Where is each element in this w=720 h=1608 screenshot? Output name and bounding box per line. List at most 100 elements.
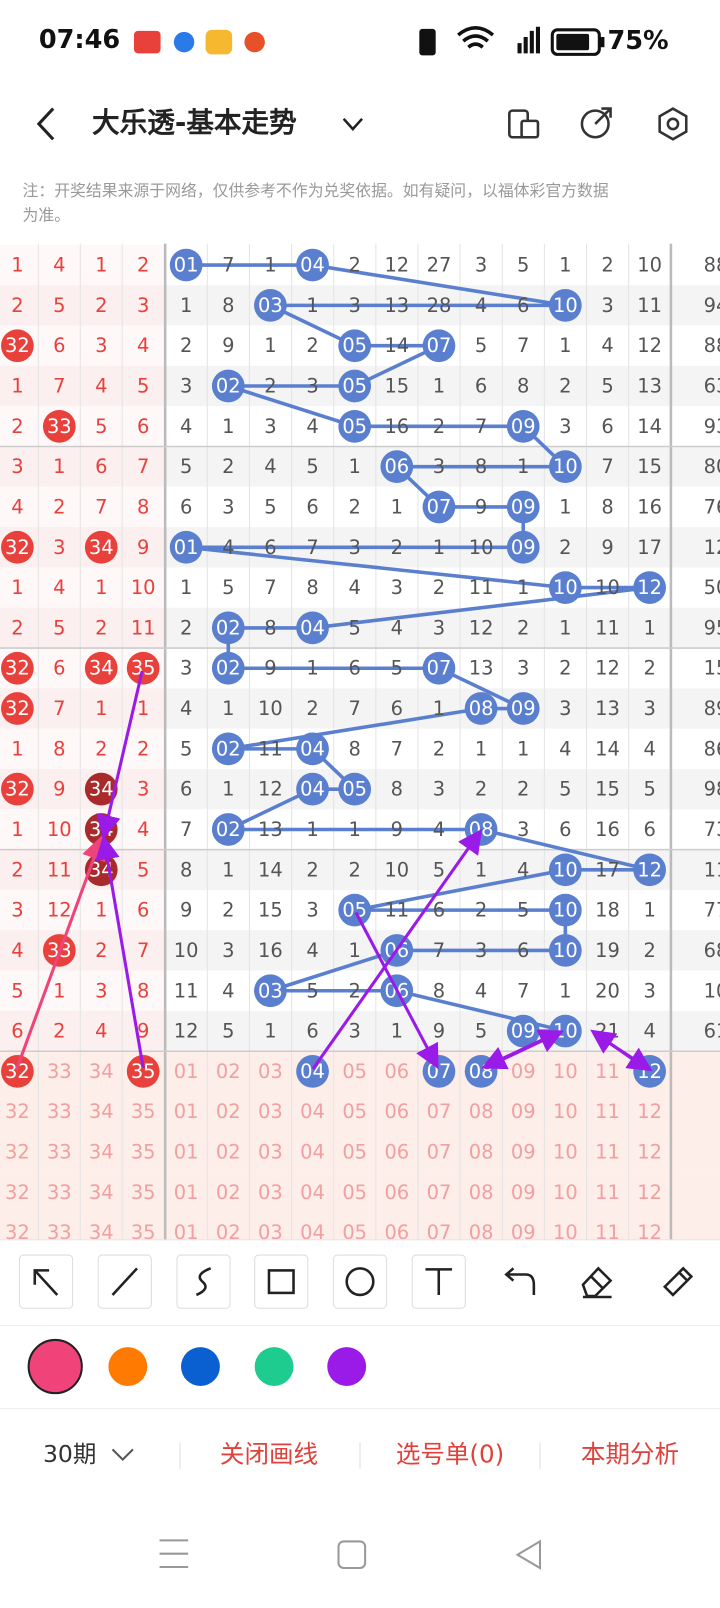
cell-number: 3 xyxy=(643,979,655,1002)
ball-number: 09 xyxy=(511,1020,536,1043)
eraser-tool[interactable] xyxy=(581,1266,613,1299)
ball xyxy=(506,1014,540,1048)
text-tool[interactable] xyxy=(411,1254,466,1309)
ball xyxy=(211,651,245,685)
circle-tool[interactable] xyxy=(332,1254,388,1309)
share-button[interactable] xyxy=(580,109,610,139)
cell-number: 34 xyxy=(89,1100,114,1123)
ball xyxy=(1,530,34,564)
undo-tool[interactable] xyxy=(504,1267,536,1295)
cell-number: 04 xyxy=(300,1141,325,1164)
cell-number: 3 xyxy=(349,536,361,559)
sum-cell: 11 xyxy=(704,858,720,881)
cell-number: 1 xyxy=(559,334,571,357)
app-icon xyxy=(173,31,195,53)
cell-number: 10 xyxy=(174,939,199,962)
close-drawing[interactable]: 关闭画线 xyxy=(220,1440,318,1469)
nav-home[interactable] xyxy=(337,1540,367,1570)
front-zone-bg xyxy=(0,607,165,649)
cell-number: 1 xyxy=(306,657,318,680)
nav-menu[interactable] xyxy=(159,1539,189,1569)
sum-cell: 12 xyxy=(704,536,720,559)
cell-number: 11 xyxy=(469,576,494,599)
nav-back[interactable] xyxy=(515,1539,542,1570)
wifi-icon xyxy=(457,26,495,49)
cell-number: 34 xyxy=(89,1060,114,1083)
cell-number: 2 xyxy=(264,375,276,398)
cell-number: 1 xyxy=(517,576,529,599)
cell-number: 9 xyxy=(391,818,403,841)
ball-number: 10 xyxy=(553,858,578,881)
cell-number: 3 xyxy=(306,375,318,398)
cell-number: 34 xyxy=(89,1181,114,1204)
period-analysis[interactable]: 本期分析 xyxy=(581,1440,679,1469)
ball-number: 32 xyxy=(5,697,30,720)
cell-number: 10 xyxy=(469,536,494,559)
cell-number: 33 xyxy=(47,1060,72,1083)
cell-number: 11 xyxy=(595,1181,620,1204)
cell-number: 6 xyxy=(349,657,361,680)
ball xyxy=(84,651,118,685)
hand-drawings xyxy=(14,670,653,1072)
curve-tool[interactable] xyxy=(176,1254,231,1309)
color-swatch[interactable] xyxy=(108,1347,148,1386)
cell-number: 6 xyxy=(180,778,192,801)
line-tool[interactable] xyxy=(97,1254,152,1309)
cell-number: 1 xyxy=(222,415,234,438)
cell-number: 7 xyxy=(601,455,613,478)
pick-list[interactable]: 选号单(0) xyxy=(396,1440,504,1469)
cell-number: 05 xyxy=(342,1221,367,1244)
clear-tool[interactable] xyxy=(662,1266,694,1297)
cell-number: 6 xyxy=(264,536,276,559)
cell-number: 15 xyxy=(595,778,620,801)
cell-number: 6 xyxy=(517,294,529,317)
cell-number: 3 xyxy=(433,778,445,801)
cell-number: 03 xyxy=(258,1141,283,1164)
ball-number: 01 xyxy=(174,536,199,559)
cell-number: 07 xyxy=(427,1141,452,1164)
ball xyxy=(633,853,666,887)
cell-number: 1 xyxy=(53,979,65,1002)
ball xyxy=(506,490,540,524)
cell-number: 10 xyxy=(553,1181,578,1204)
cell-number: 3 xyxy=(391,576,403,599)
cell-number: 1 xyxy=(559,254,571,277)
cell-number: 4 xyxy=(137,334,149,357)
sum-cell: 95 xyxy=(704,616,720,639)
cell-number: 1 xyxy=(222,697,234,720)
ball-number: 07 xyxy=(427,334,452,357)
settings-button[interactable] xyxy=(658,107,688,141)
cell-number: 6 xyxy=(517,939,529,962)
cell-number: 11 xyxy=(384,899,409,922)
trend-table: 1412017104212273512108825231803131328461… xyxy=(0,243,720,1244)
cell-number: 6 xyxy=(559,818,571,841)
ball xyxy=(1,772,34,806)
front-zone-bg xyxy=(0,285,165,326)
cell-number: 3 xyxy=(306,899,318,922)
cell-number: 4 xyxy=(222,536,234,559)
rect-tool[interactable] xyxy=(254,1254,309,1309)
color-swatch[interactable] xyxy=(181,1347,220,1386)
color-swatch[interactable] xyxy=(254,1347,294,1386)
ball-number: 07 xyxy=(427,657,452,680)
front-zone-bg xyxy=(0,849,165,890)
cell-number: 3 xyxy=(349,294,361,317)
back-button[interactable] xyxy=(36,107,55,141)
cell-number: 5 xyxy=(137,858,149,881)
cell-number: 11 xyxy=(595,616,620,639)
title-dropdown[interactable] xyxy=(342,117,363,131)
cell-number: 3 xyxy=(475,939,487,962)
color-swatch[interactable] xyxy=(327,1347,367,1386)
cell-number: 5 xyxy=(559,778,571,801)
ball xyxy=(1,692,34,725)
cell-number: 35 xyxy=(131,1141,156,1164)
cell-number: 1 xyxy=(264,254,276,277)
ball-number: 05 xyxy=(342,334,367,357)
ball-number: 10 xyxy=(553,576,578,599)
period-selector[interactable]: 30期 xyxy=(43,1440,96,1468)
arrow-tool[interactable] xyxy=(18,1254,74,1309)
cell-number: 4 xyxy=(222,979,234,1002)
cell-number: 07 xyxy=(427,1100,452,1123)
cell-number: 2 xyxy=(306,697,318,720)
color-swatch[interactable] xyxy=(27,1338,83,1395)
